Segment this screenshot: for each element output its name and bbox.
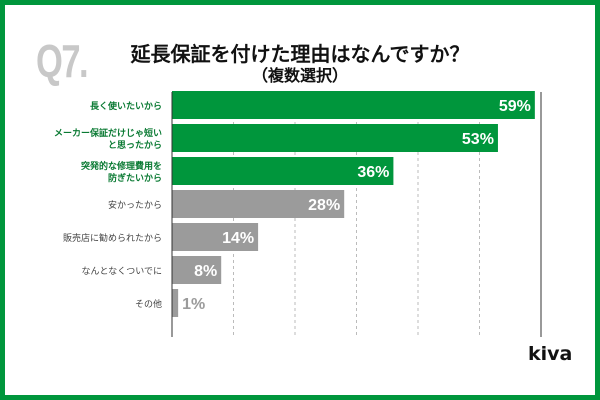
data-label: 36% <box>357 164 389 181</box>
question-number: Q7. <box>36 35 89 87</box>
data-label: 8% <box>194 263 217 280</box>
bar <box>172 124 498 152</box>
category-label: メーカー保証だけじゃ短いと思ったから <box>54 127 162 151</box>
chart-title: 延長保証を付けた理由はなんですか？ <box>130 42 470 66</box>
bar <box>172 256 222 284</box>
bar <box>172 91 535 119</box>
data-label: 14% <box>222 230 254 247</box>
data-label: 1% <box>182 296 205 313</box>
chart-subtitle: （複数選択） <box>251 66 348 85</box>
category-label: 長く使いたいから <box>90 100 162 112</box>
bar <box>172 190 345 218</box>
category-label: 安かったから <box>108 199 162 211</box>
kiva-logo: kiva <box>528 343 573 365</box>
data-label: 53% <box>462 131 494 148</box>
category-label: その他 <box>135 298 162 310</box>
bar <box>172 223 259 251</box>
category-label: なんとなくついでに <box>82 266 162 277</box>
category-label: 販売店に勧められたから <box>63 232 162 244</box>
bar <box>172 157 394 185</box>
bar <box>172 289 179 317</box>
data-label: 59% <box>499 98 531 115</box>
category-label: 突発的な修理費用を防ぎたいから <box>81 160 162 184</box>
data-label: 28% <box>308 197 340 214</box>
